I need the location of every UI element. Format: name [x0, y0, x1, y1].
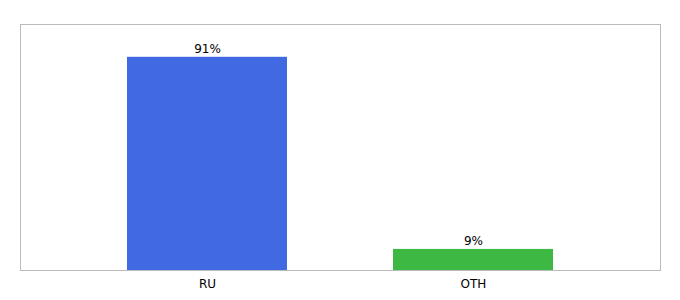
svg-text:OTH: OTH	[461, 277, 487, 291]
svg-text:RU: RU	[199, 277, 216, 291]
svg-text:91%: 91%	[194, 42, 221, 56]
svg-text:9%: 9%	[464, 234, 483, 248]
